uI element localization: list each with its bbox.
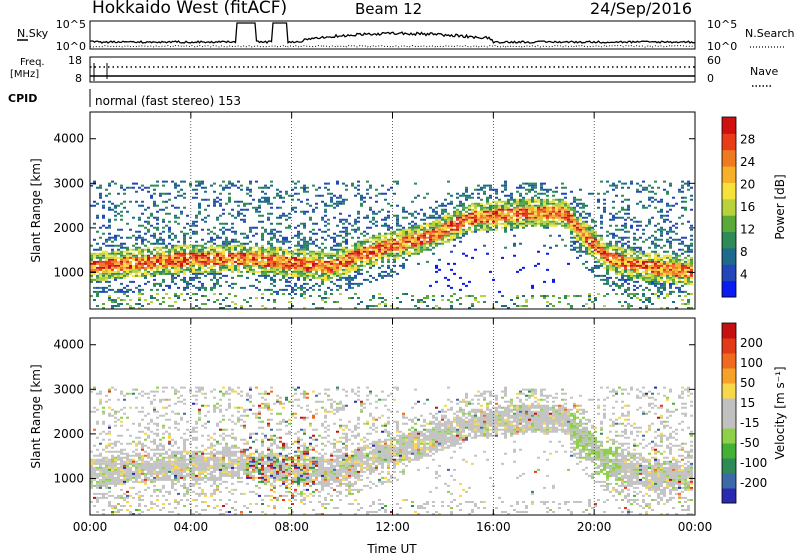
colorbar-swatch [722,166,736,183]
nsearch-tick-top: 10^5 [707,18,737,31]
colorbar-tick-label: -100 [740,456,767,470]
colorbar-swatch [722,398,736,414]
colorbar-tick-label: 8 [740,245,748,259]
x-tick-label: 12:00 [375,520,410,534]
velocity-panel: 4000 3000 2000 1000 00:00 04:00 08:00 12:00 16:… [29,317,713,554]
date-title: 24/Sep/2016 [590,0,693,18]
y-tick-label: 4000 [53,132,84,146]
colorbar-tick-label: 4 [740,268,748,282]
y-tick-label: 4000 [53,338,84,352]
x-tick-label: 20:00 [577,520,612,534]
freq-label: Freq. [20,57,45,68]
freq-unit-label: [MHz] [10,69,39,80]
colorbar-swatch [722,198,736,216]
colorbar-swatch [722,264,736,282]
colorbar-tick-label: -200 [740,476,767,490]
power-cell-group [90,198,693,285]
power-y-axis: 4000 3000 2000 1000 [53,132,695,279]
x-tick-label: 08:00 [274,520,309,534]
y-tick-label: 3000 [53,176,84,190]
freq-panel: Freq. [MHz] 18 8 60 0 Nave [10,54,778,87]
colorbar-tick-label: 12 [740,223,755,237]
colorbar-swatch [722,383,736,399]
velocity-heatmap [90,386,693,515]
colorbar-swatch [722,323,736,339]
colorbar-swatch [722,149,736,167]
station-title: Hokkaido West (fitACF) [92,0,288,18]
colorbar-tick-label: 20 [740,178,755,192]
beam-title: Beam 12 [355,0,423,18]
colorbar-tick-label: 15 [740,396,755,410]
nsearch-label: N.Search [745,27,795,40]
power-cell-group [90,180,693,309]
cpid-value: normal (fast stereo) 153 [95,94,241,108]
colorbar-tick-label: 28 [740,133,755,147]
time-x-axis: 00:00 04:00 08:00 12:00 16:00 20:00 00:00 [73,520,713,534]
colorbar-tick-label: 16 [740,200,755,214]
colorbar-swatch [722,413,736,429]
time-x-label: Time UT [366,542,417,554]
colorbar-swatch [722,117,736,134]
nsearch-series [89,44,695,48]
power-cell-group [93,180,693,309]
colorbar-tick-label: 200 [740,336,763,350]
nsearch-tick-bottom: 10^0 [707,40,737,53]
velocity-colorbar-label: Velocity [m s⁻¹] [773,366,787,459]
nsky-panel: N.Sky 10^5 10^0 10^5 10^0 N.Search [17,18,795,53]
colorbar-swatch [722,280,736,298]
power-cell-group [90,198,693,309]
colorbar-swatch [722,353,736,369]
velocity-y-axis: 4000 3000 2000 1000 [53,338,695,485]
colorbar-swatch [722,182,736,200]
power-cell-group [90,206,690,277]
nsky-series [89,22,695,45]
power-colorbar: 28 24 20 16 12 8 4 [721,116,755,298]
colorbar-tick-label: 100 [740,356,763,370]
colorbar-swatch [722,473,736,489]
y-tick-label: 2000 [53,427,84,441]
x-tick-label: 00:00 [73,520,108,534]
colorbar-swatch [722,133,736,151]
colorbar-tick-label: -50 [740,436,760,450]
freq-tick-top: 18 [68,54,82,67]
nave-label: Nave [750,65,778,78]
y-tick-label: 2000 [53,221,84,235]
power-cell-group [99,206,693,277]
y-tick-label: 1000 [53,471,84,485]
nsky-tick-bottom: 10^0 [56,40,86,53]
colorbar-swatch [722,488,736,504]
nave-tick-bottom: 0 [707,72,714,85]
colorbar-swatch [722,247,736,265]
cpid-row: CPID normal (fast stereo) 153 [8,89,241,108]
nave-tick-top: 60 [707,54,721,67]
x-tick-label: 16:00 [476,520,511,534]
power-y-label: Slant Range [km] [29,158,43,262]
colorbar-swatch [722,231,736,249]
nsky-label: N.Sky [17,27,49,40]
colorbar-swatch [722,458,736,474]
colorbar-swatch [722,215,736,233]
velocity-y-label: Slant Range [km] [29,364,43,468]
colorbar-tick-label: 50 [740,376,755,390]
colorbar-swatch [722,443,736,459]
x-tick-label: 00:00 [678,520,713,534]
power-heatmap [90,180,693,309]
power-colorbar-label: Power [dB] [773,174,787,239]
velocity-colorbar: 200 100 50 15 -15 -50 -100 -200 [721,322,767,504]
velocity-cell-group [90,386,693,515]
cpid-label: CPID [8,92,37,105]
nsky-tick-top: 10^5 [56,18,86,31]
power-panel: 4000 3000 2000 1000 Slant Range [km] [29,111,696,310]
colorbar-swatch [722,368,736,384]
colorbar-swatch [722,338,736,354]
freq-tick-bottom: 8 [75,72,82,85]
x-tick-label: 04:00 [174,520,209,534]
y-tick-label: 1000 [53,265,84,279]
colorbar-tick-label: 24 [740,155,755,169]
velocity-cell-group [111,386,684,510]
colorbar-swatch [722,428,736,444]
colorbar-tick-label: -15 [740,416,760,430]
y-tick-label: 3000 [53,382,84,396]
